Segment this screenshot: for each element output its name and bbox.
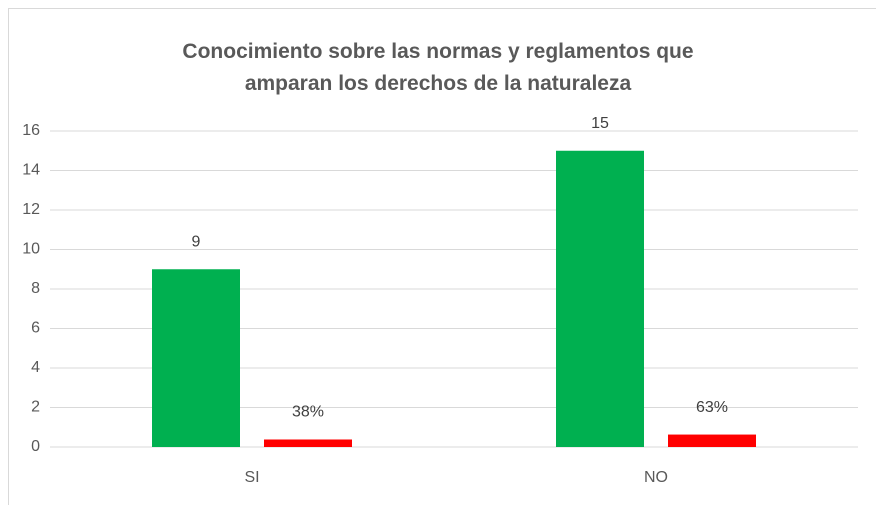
data-label: 38% <box>292 404 324 421</box>
y-tick-label: 2 <box>31 399 40 416</box>
chart-title: Conocimiento sobre las normas y reglamen… <box>182 40 694 95</box>
y-tick-label: 8 <box>31 280 40 297</box>
y-tick-label: 10 <box>22 241 40 258</box>
bar <box>152 269 240 447</box>
title-box: Conocimiento sobre las normas y reglamen… <box>0 36 876 100</box>
y-tick-label: 12 <box>22 201 40 218</box>
data-label: 9 <box>192 233 201 250</box>
chart-border <box>8 8 876 505</box>
y-tick-label: 6 <box>31 320 40 337</box>
x-tick-label: NO <box>644 469 668 486</box>
bar <box>668 434 756 447</box>
data-label: 63% <box>696 399 728 416</box>
x-tick-label: SI <box>244 469 259 486</box>
bar <box>556 150 644 447</box>
y-tick-label: 0 <box>31 438 40 455</box>
data-label: 15 <box>591 115 609 132</box>
y-tick-label: 16 <box>22 122 40 139</box>
y-tick-label: 14 <box>22 162 40 179</box>
y-tick-label: 4 <box>31 359 40 376</box>
bar <box>264 439 352 447</box>
